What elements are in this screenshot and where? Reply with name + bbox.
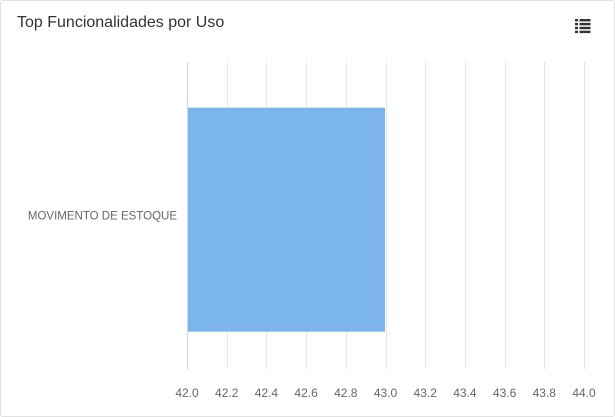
x-tick-label: 43.0: [374, 386, 398, 400]
x-tick-label: 42.4: [255, 386, 279, 400]
category-labels: MOVIMENTO DE ESTOQUE: [28, 211, 177, 223]
list-icon[interactable]: [573, 17, 593, 35]
bar[interactable]: [186, 106, 386, 333]
category-label: MOVIMENTO DE ESTOQUE: [28, 211, 177, 223]
bars: [186, 106, 386, 333]
x-tick-label: 42.6: [294, 386, 318, 400]
x-tick-label: 43.8: [533, 386, 557, 400]
x-tick-label: 43.4: [453, 386, 477, 400]
chart-title: Top Funcionalidades por Uso: [17, 14, 225, 31]
x-tick-label: 43.2: [414, 386, 438, 400]
x-tick-label: 44.0: [572, 386, 596, 400]
x-tick-label: 42.0: [175, 386, 199, 400]
x-tick-label: 42.8: [334, 386, 358, 400]
x-tick-label: 43.6: [493, 386, 517, 400]
x-tick-label: 42.2: [215, 386, 239, 400]
x-tick-labels: 42.0 42.2 42.4 42.6 42.8 43.0 43.2 43.4 43.6 43.8…: [175, 386, 596, 400]
